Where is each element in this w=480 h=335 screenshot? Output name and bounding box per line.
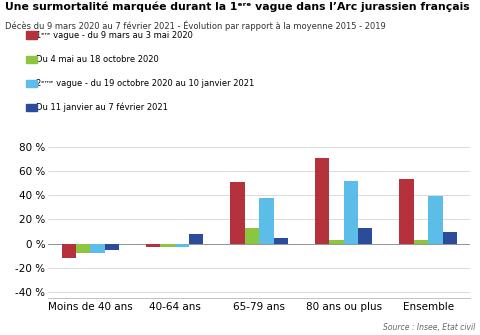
Bar (443, 231, 457, 244)
Bar (90, 244, 105, 253)
Bar (61, 244, 76, 258)
Text: Source : Insee, Etat civil: Source : Insee, Etat civil (383, 323, 475, 332)
Text: Décès du 9 mars 2020 au 7 février 2021 - Évolution par rapport à la moyenne 2015: Décès du 9 mars 2020 au 7 février 2021 -… (5, 20, 385, 30)
Bar (329, 240, 344, 244)
Bar (428, 196, 443, 244)
Bar (344, 181, 358, 244)
Bar (175, 244, 189, 247)
Text: Du 11 janvier au 7 février 2021: Du 11 janvier au 7 février 2021 (36, 103, 168, 112)
Bar (358, 228, 372, 244)
Bar (399, 180, 414, 244)
Text: 1ᵉʳᵉ vague - du 9 mars au 3 mai 2020: 1ᵉʳᵉ vague - du 9 mars au 3 mai 2020 (36, 31, 193, 40)
Bar (414, 240, 428, 244)
Bar (245, 228, 259, 244)
Bar (189, 234, 204, 244)
Bar (160, 244, 175, 247)
Text: Du 4 mai au 18 octobre 2020: Du 4 mai au 18 octobre 2020 (36, 55, 159, 64)
Bar (76, 244, 90, 253)
Bar (315, 158, 329, 244)
Bar (146, 244, 160, 247)
Bar (105, 244, 119, 250)
Bar (230, 182, 245, 244)
Bar (259, 198, 274, 244)
Text: Une surmortalité marquée durant la 1ᵉʳᵉ vague dans l’Arc jurassien français: Une surmortalité marquée durant la 1ᵉʳᵉ … (5, 2, 469, 12)
Bar (274, 238, 288, 244)
Text: 2ᵉᵐᵉ vague - du 19 octobre 2020 au 10 janvier 2021: 2ᵉᵐᵉ vague - du 19 octobre 2020 au 10 ja… (36, 79, 254, 88)
